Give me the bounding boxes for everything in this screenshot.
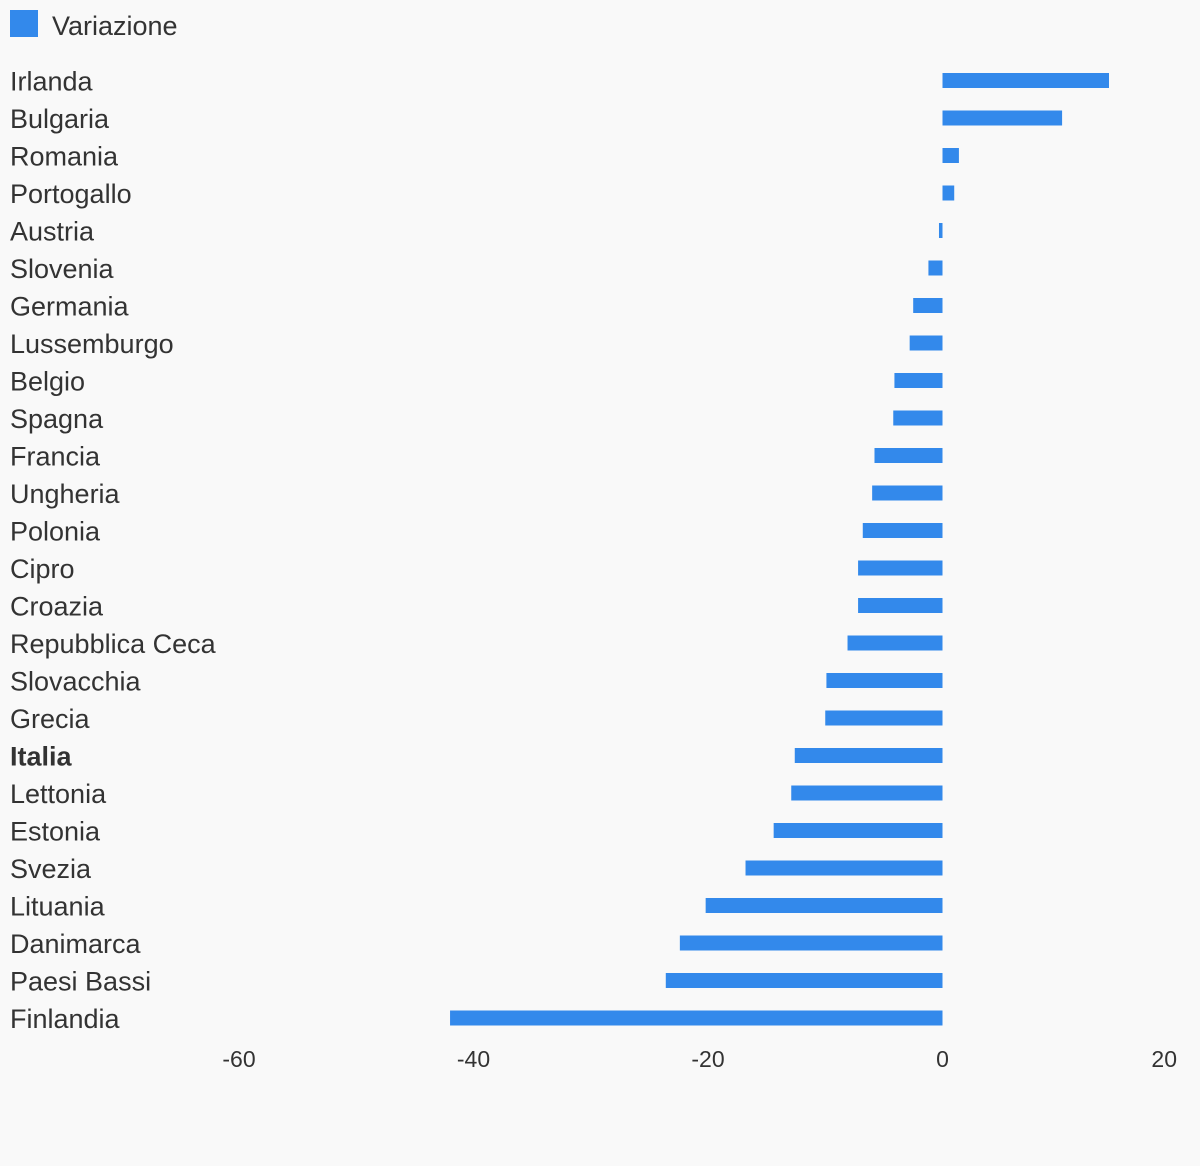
category-label-lettonia: Lettonia	[10, 779, 107, 809]
category-label-germania: Germania	[10, 292, 130, 322]
category-label-cipro: Cipro	[10, 554, 75, 584]
bar-romania	[942, 148, 959, 163]
bar-bulgaria	[942, 110, 1063, 126]
category-label-lussemburgo: Lussemburgo	[10, 329, 174, 359]
x-tick-label: -40	[457, 1046, 490, 1072]
category-label-spagna: Spagna	[10, 404, 104, 434]
bar-portogallo	[942, 185, 955, 201]
bar-paesi-bassi	[665, 973, 943, 988]
bar-slovacchia	[826, 673, 943, 688]
category-labels: Irlanda Bulgaria Romania Portogallo Austria S…	[10, 67, 217, 1035]
bar-spagna	[893, 410, 943, 426]
category-label-grecia: Grecia	[10, 704, 91, 734]
bar-italia	[794, 748, 943, 763]
category-label-paesi-bassi: Paesi Bassi	[10, 967, 151, 997]
bar-croazia	[858, 598, 943, 613]
category-label-bulgaria: Bulgaria	[10, 104, 110, 134]
category-label-svezia: Svezia	[10, 854, 92, 884]
category-label-repubblica-ceca: Repubblica Ceca	[10, 629, 217, 659]
bar-lituania	[705, 898, 943, 913]
category-label-austria: Austria	[10, 217, 95, 247]
bar-ungheria	[872, 485, 943, 501]
category-label-polonia: Polonia	[10, 517, 101, 547]
bar-francia	[874, 448, 943, 463]
bars	[450, 73, 1109, 1026]
bar-svezia	[745, 860, 943, 876]
category-label-irlanda: Irlanda	[10, 67, 94, 97]
category-label-lituania: Lituania	[10, 892, 106, 922]
bar-danimarca	[679, 935, 943, 951]
category-label-finlandia: Finlandia	[10, 1004, 121, 1034]
category-label-slovacchia: Slovacchia	[10, 667, 142, 697]
bar-slovenia	[928, 260, 943, 276]
x-tick-label: 0	[936, 1046, 949, 1072]
x-tick-label: -60	[222, 1046, 255, 1072]
bar-estonia	[773, 823, 943, 838]
category-label-francia: Francia	[10, 442, 101, 472]
category-label-estonia: Estonia	[10, 817, 101, 847]
bar-lussemburgo	[909, 335, 943, 351]
bar-polonia	[862, 523, 943, 538]
category-label-ungheria: Ungheria	[10, 479, 121, 509]
category-label-croazia: Croazia	[10, 592, 104, 622]
bar-repubblica-ceca	[847, 635, 943, 651]
x-tick-label: 20	[1151, 1046, 1177, 1072]
legend-label: Variazione	[52, 11, 178, 41]
legend: Variazione	[10, 10, 178, 41]
bar-irlanda	[942, 73, 1109, 88]
bar-lettonia	[791, 785, 943, 801]
bar-belgio	[894, 373, 943, 388]
bar-grecia	[825, 710, 943, 726]
category-label-italia: Italia	[10, 742, 73, 772]
category-label-portogallo: Portogallo	[10, 179, 132, 209]
x-tick-label: -20	[691, 1046, 724, 1072]
category-label-belgio: Belgio	[10, 367, 85, 397]
category-label-danimarca: Danimarca	[10, 929, 142, 959]
x-axis-ticks: -60 -40 -20 0 20	[222, 1046, 1177, 1072]
bar-germania	[913, 298, 943, 313]
category-label-romania: Romania	[10, 142, 119, 172]
bar-cipro	[858, 560, 943, 576]
legend-swatch	[10, 10, 38, 37]
bar-finlandia	[450, 1010, 943, 1026]
bar-austria	[938, 223, 943, 238]
category-label-slovenia: Slovenia	[10, 254, 115, 284]
